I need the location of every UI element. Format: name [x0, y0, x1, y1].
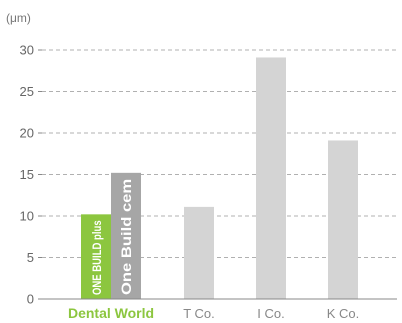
bar — [328, 140, 358, 299]
bars: ONE BUILD plus One Build cem — [81, 57, 358, 299]
y-axis-tick-labels: 0 5 10 15 20 25 30 — [20, 43, 34, 307]
x-category-label: K Co. — [327, 306, 360, 321]
x-category-label: I Co. — [257, 306, 284, 321]
bar-series-label: ONE BUILD plus — [90, 220, 104, 295]
y-tick-label: 20 — [20, 126, 34, 141]
bar — [184, 206, 214, 299]
y-tick-label: 5 — [27, 250, 34, 265]
y-tick-label: 10 — [20, 209, 34, 224]
x-category-label: Dental World — [68, 305, 154, 321]
y-tick-label: 25 — [20, 84, 34, 99]
y-tick-label: 15 — [20, 167, 34, 182]
y-tick-label: 30 — [20, 43, 34, 58]
y-axis-unit-label: (μm) — [6, 11, 31, 25]
x-axis-category-labels: Dental World T Co. I Co. K Co. — [68, 305, 359, 321]
y-tick-label: 0 — [27, 292, 34, 307]
bar — [81, 214, 111, 299]
x-category-label: T Co. — [183, 306, 215, 321]
bar — [256, 57, 286, 299]
bar-series-label: One Build cem — [118, 179, 134, 295]
bar — [111, 172, 141, 299]
